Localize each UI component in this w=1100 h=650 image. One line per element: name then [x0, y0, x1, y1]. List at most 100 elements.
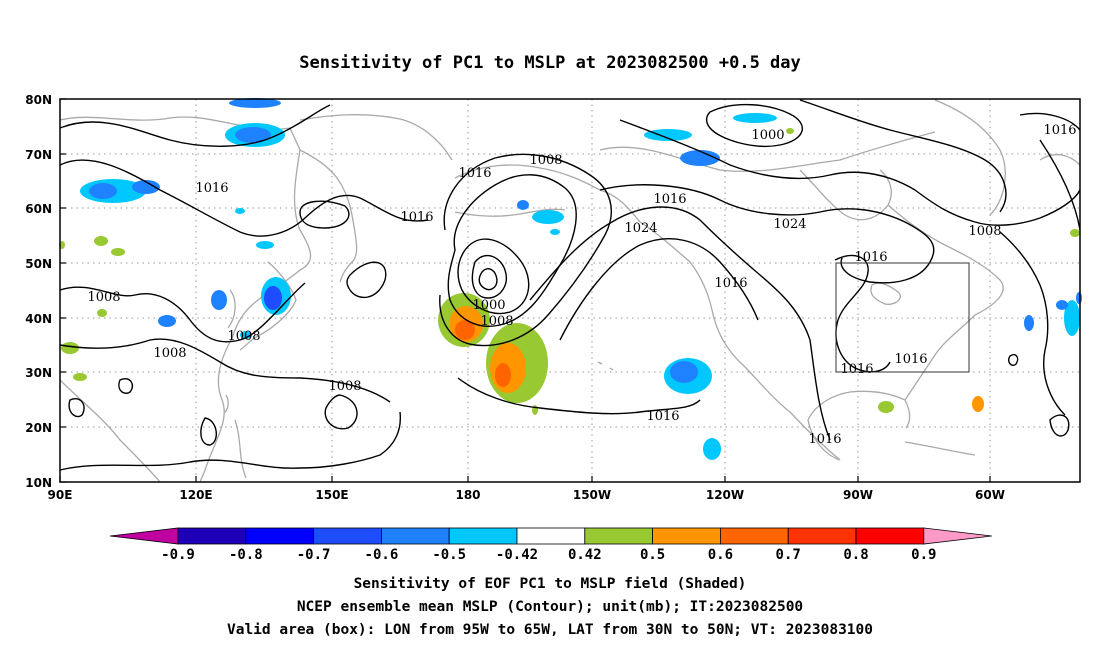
contour-label: 1008	[968, 224, 1001, 239]
hudson-bay-coast	[799, 169, 892, 221]
negative-sensitivity-regions	[80, 98, 1082, 460]
contour-label: 1024	[773, 217, 806, 232]
florida-coast	[904, 399, 911, 429]
contour-label: 1016	[653, 192, 686, 207]
graticule	[60, 99, 1080, 482]
contour-label: 1016	[195, 181, 228, 196]
labrador-coast	[887, 204, 1004, 316]
colorbar-swatch	[448, 527, 518, 545]
positive-sensitivity-regions	[59, 128, 1080, 415]
colorbar-swatch	[177, 527, 247, 545]
coastlines	[59, 99, 1081, 483]
japan-coast	[239, 261, 297, 351]
colorbar-tick-label: -0.6	[365, 547, 399, 563]
lon-label: 180	[455, 488, 480, 502]
contour-label: 1008	[87, 290, 120, 305]
lon-label: 120W	[706, 488, 744, 502]
colorbar-labels: -0.9 -0.8 -0.7 -0.6 -0.5 -0.42 0.42 0.5 0.6 0.7 0.…	[161, 547, 936, 563]
contour-label: 1008	[328, 379, 361, 394]
contour-label: 1024	[624, 221, 657, 236]
contour-label: 1016	[400, 210, 433, 225]
longitude-labels: 90E 120E 150E 180 150W 120W 90W 60W	[48, 488, 1005, 502]
lat-label: 20N	[25, 421, 52, 435]
colorbar-swatch	[652, 527, 721, 545]
korea-coast	[227, 289, 236, 329]
lat-label: 60N	[25, 202, 52, 216]
lon-label: 90W	[843, 488, 873, 502]
map-frame	[59, 98, 1081, 483]
colorbar-swatch	[584, 527, 653, 545]
hawaii-islands	[597, 361, 614, 371]
figure-title: Sensitivity of PC1 to MSLP at 2023082500…	[299, 53, 801, 73]
contour-label: 1016	[714, 276, 747, 291]
caption-contour: NCEP ensemble mean MSLP (Contour); unit(…	[297, 599, 803, 615]
lat-label: 10N	[25, 476, 52, 490]
arctic-canada-coast	[599, 131, 936, 172]
colorbar-swatch	[516, 527, 586, 545]
colorbar-tick-label: 0.6	[708, 547, 733, 563]
contour-label: 1000	[751, 128, 784, 143]
iceland-coast	[1039, 153, 1081, 166]
contour-label: 1016	[808, 432, 841, 447]
contour-label: 1008	[529, 153, 562, 168]
colorbar-swatch	[787, 527, 857, 545]
lon-label: 150E	[315, 488, 348, 502]
north-america-west-coast	[639, 221, 841, 461]
colorbar-swatch	[380, 527, 450, 545]
siberia-north-coast	[299, 114, 453, 161]
taiwan-coast	[223, 394, 229, 414]
contour-label: 1016	[840, 362, 873, 377]
gulf-coast	[807, 390, 906, 461]
colorbar-tick-label: 0.7	[776, 547, 801, 563]
lat-label: 30N	[25, 366, 52, 380]
map-background	[60, 99, 1080, 482]
valid-area-box	[835, 262, 970, 373]
colorbar	[109, 527, 992, 545]
alaska-coast	[454, 164, 641, 223]
lon-label: 60W	[975, 488, 1005, 502]
axis-tick-marks	[59, 98, 991, 483]
colorbar-tick-label: -0.9	[161, 547, 195, 563]
great-lakes	[870, 282, 901, 305]
contour-label: 1016	[1043, 123, 1076, 138]
colorbar-swatch	[245, 527, 315, 545]
contour-label: 1008	[227, 329, 260, 344]
contour-label: 1008	[153, 346, 186, 361]
contour-label: 1016	[894, 352, 927, 367]
colorbar-swatch	[313, 527, 382, 545]
aleutian-arc	[454, 208, 566, 217]
latitude-labels: 80N 70N 60N 50N 40N 30N 20N 10N	[25, 93, 52, 490]
colorbar-tick-label: -0.7	[297, 547, 331, 563]
lat-label: 70N	[25, 148, 52, 162]
contour-label: 1000	[472, 298, 505, 313]
lat-label: 50N	[25, 257, 52, 271]
colorbar-over-triangle	[923, 527, 992, 545]
us-east-coast	[904, 314, 976, 401]
greenland-coast	[934, 99, 1006, 216]
lon-label: 150W	[573, 488, 611, 502]
lon-label: 90E	[48, 488, 73, 502]
lat-label: 80N	[25, 93, 52, 107]
caption-valid-area: Valid area (box): LON from 95W to 65W, L…	[227, 622, 873, 638]
lat-label: 40N	[25, 312, 52, 326]
colorbar-tick-label: -0.8	[229, 547, 263, 563]
contour-label: 1016	[458, 166, 491, 181]
contour-label: 1016	[854, 250, 887, 265]
southeast-asia-coast	[59, 379, 161, 483]
contour-label: 1016	[646, 409, 679, 424]
colorbar-under-triangle	[109, 527, 179, 545]
colorbar-tick-label: 0.8	[843, 547, 868, 563]
kamchatka-coast	[299, 149, 358, 283]
contour-label: 1008	[480, 314, 513, 329]
colorbar-tick-label: 0.5	[640, 547, 665, 563]
lon-label: 120E	[179, 488, 212, 502]
philippines-coast	[234, 419, 247, 479]
colorbar-tick-label: 0.9	[911, 547, 936, 563]
cuba-coast	[904, 441, 976, 456]
colorbar-swatch	[720, 527, 789, 545]
colorbar-tick-label: -0.5	[432, 547, 466, 563]
asia-coastline	[59, 116, 312, 483]
caption-shading: Sensitivity of EOF PC1 to MSLP field (Sh…	[354, 576, 747, 592]
colorbar-swatch	[855, 527, 925, 545]
